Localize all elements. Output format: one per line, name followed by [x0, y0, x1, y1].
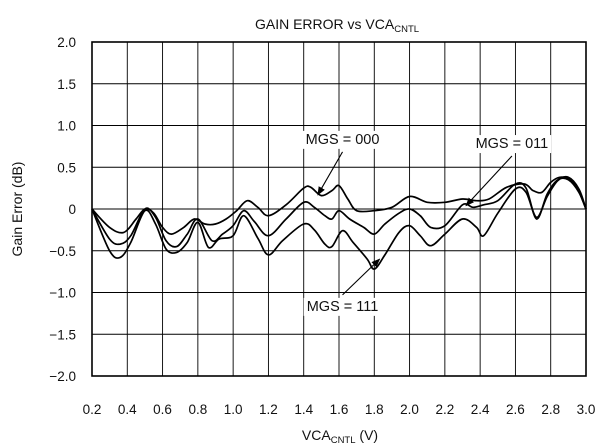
x-axis-label-subscript: CNTL [331, 435, 356, 446]
series-line-3 [91, 175, 587, 270]
x-axis-label-unit: (V) [356, 427, 379, 443]
y-tick-label: 0.5 [57, 160, 76, 175]
x-tick-label: 1.0 [224, 402, 243, 417]
chart-title-main: GAIN ERROR vs VCA [255, 16, 395, 32]
x-tick-label: 2.0 [400, 402, 419, 417]
annotation-arrow-3 [342, 258, 381, 296]
annotation-arrow-1 [317, 151, 344, 196]
x-tick-label: 0.4 [118, 402, 137, 417]
x-axis-label-main: VCA [302, 427, 331, 443]
annotation-label-2: MGS = 011 [476, 136, 549, 152]
series-line-2 [91, 177, 587, 248]
x-tick-label: 1.4 [294, 402, 313, 417]
chart-title: GAIN ERROR vs VCACNTL [255, 16, 419, 35]
chart-title-subscript: CNTL [394, 24, 419, 35]
y-tick-label: −2.0 [49, 369, 76, 384]
y-tick-label: −1.5 [49, 327, 76, 342]
annotation-label-3: MGS = 111 [307, 299, 379, 315]
x-tick-label: 0.2 [83, 402, 102, 417]
annotation-label-1: MGS = 000 [306, 132, 380, 148]
annotation-layer: MGS = 000 MGS = 011 MGS = 111 [302, 130, 552, 316]
y-tick-labels: −2.0 −1.5 −1.0 −0.5 0 0.5 1.0 1.5 2.0 [49, 35, 76, 384]
x-tick-label: 1.2 [259, 402, 278, 417]
y-tick-label: 0 [68, 202, 76, 217]
annotation-label-background [472, 135, 552, 154]
y-tick-label: −1.0 [49, 286, 76, 301]
x-tick-label: 3.0 [577, 402, 596, 417]
x-tick-labels: 0.2 0.4 0.6 0.8 1.0 1.2 1.4 1.6 1.8 2.0 2.2 2.4 2.6 2… [83, 402, 596, 417]
y-tick-label: 1.0 [57, 119, 76, 134]
x-tick-label: 1.8 [365, 402, 384, 417]
series-layer [91, 175, 587, 270]
y-axis-label: Gain Error (dB) [9, 162, 25, 257]
x-tick-label: 0.8 [188, 402, 207, 417]
y-tick-label: −0.5 [49, 244, 76, 259]
x-tick-label: 0.6 [153, 402, 172, 417]
x-tick-label: 2.8 [541, 402, 560, 417]
x-tick-label: 2.4 [471, 402, 490, 417]
x-tick-label: 2.6 [506, 402, 525, 417]
grid [92, 42, 586, 376]
y-tick-label: 1.5 [57, 77, 76, 92]
x-axis-label: VCACNTL (V) [302, 427, 378, 446]
x-tick-label: 1.6 [330, 402, 349, 417]
series-line-1 [91, 176, 587, 235]
annotation-arrow-2 [465, 155, 513, 207]
y-tick-label: 2.0 [57, 35, 76, 50]
x-tick-label: 2.2 [435, 402, 454, 417]
annotation-label-background [303, 297, 382, 316]
annotation-label-background [302, 130, 383, 149]
